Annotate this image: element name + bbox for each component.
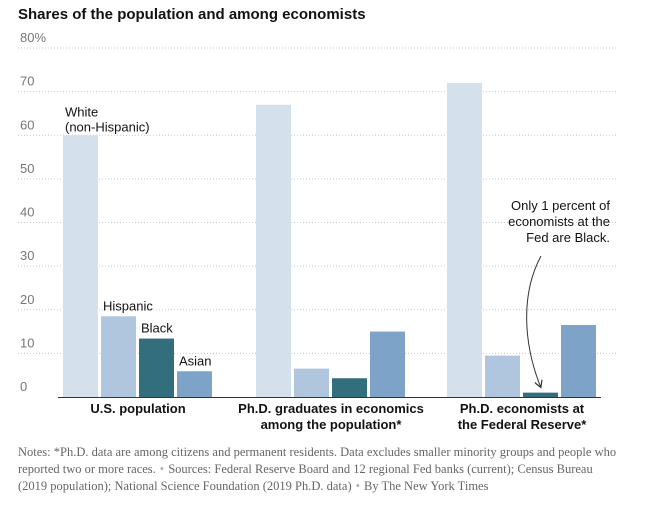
x-category-label: Ph.D. graduates in economics [238, 401, 424, 416]
bar [294, 368, 329, 397]
separator-dot-icon: • [159, 462, 165, 476]
y-tick-label: 30 [20, 248, 34, 263]
x-category-label: U.S. population [90, 401, 185, 416]
y-tick-label: 70 [20, 74, 34, 89]
annotation-arrow [526, 255, 541, 387]
y-tick-label: 20 [20, 292, 34, 307]
bar [63, 135, 98, 397]
annotation-text: economists at the [508, 214, 610, 229]
x-category-label: among the population* [261, 417, 403, 432]
series-label: Black [141, 321, 173, 336]
y-tick-label: 0 [20, 379, 27, 394]
annotation-text: Fed are Black. [526, 230, 610, 245]
series-label: Asian [179, 353, 212, 368]
bar [370, 331, 405, 397]
notes-text: Notes: *Ph.D. data are among citizens an… [18, 445, 617, 476]
bar [332, 378, 367, 397]
chart-notes: Notes: *Ph.D. data are among citizens an… [18, 444, 618, 495]
series-label: Hispanic [103, 298, 153, 313]
bar [101, 316, 136, 397]
x-category-label: the Federal Reserve* [458, 417, 588, 432]
bar [485, 355, 520, 397]
separator-dot-icon: • [355, 479, 361, 493]
y-tick-label: 40 [20, 205, 34, 220]
series-label: White [65, 104, 98, 119]
bar-chart: 0 10 20 30 40 50 60 70 80% U.S. population Ph.D. … [18, 30, 618, 432]
bar [256, 104, 291, 398]
bar [139, 338, 174, 397]
annotation-text: Only 1 percent of [511, 198, 610, 213]
sources-text: Sources: Federal Reserve Board and 12 re… [18, 462, 593, 493]
series-label: (non-Hispanic) [65, 119, 150, 134]
y-tick-label: 60 [20, 117, 34, 132]
y-tick-label: 10 [20, 335, 34, 350]
y-tick-label: 80% [20, 30, 46, 45]
bar [561, 325, 596, 397]
bar [447, 82, 482, 398]
y-tick-label: 50 [20, 161, 34, 176]
bar [177, 371, 212, 397]
x-category-label: Ph.D. economists at [460, 401, 585, 416]
chart-title: Shares of the population and among econo… [18, 6, 366, 23]
bar [523, 392, 558, 397]
byline-text: By The New York Times [364, 479, 489, 493]
